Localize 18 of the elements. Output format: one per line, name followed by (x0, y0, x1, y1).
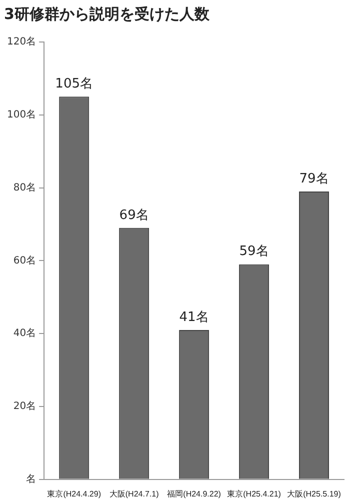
x-tick-label: 福岡(H24.9.22) (167, 489, 222, 498)
y-tick-label: 60名 (13, 254, 36, 266)
y-tick-label: 名 (26, 472, 36, 485)
y-tick-label: 20名 (13, 400, 36, 412)
data-label: 79名 (299, 171, 329, 186)
x-tick-label: 大阪(H25.5.19) (287, 489, 342, 498)
data-label: 69名 (119, 208, 149, 223)
chart-title: 3研修群から説明を受けた人数 (4, 4, 210, 23)
y-tick-label: 100名 (6, 108, 36, 120)
x-tick-label: 大阪(H24.7.1) (109, 489, 160, 498)
y-tick-label: 40名 (13, 327, 36, 340)
data-label: 41名 (179, 310, 209, 325)
x-tick-label: 東京(H24.4.29) (47, 489, 102, 498)
x-tick-label: 東京(H25.4.21) (227, 489, 282, 498)
y-tick-label: 120名 (6, 36, 36, 48)
data-label: 59名 (239, 244, 269, 260)
data-label: 105名 (55, 76, 93, 92)
y-tick-label: 80名 (13, 181, 36, 194)
